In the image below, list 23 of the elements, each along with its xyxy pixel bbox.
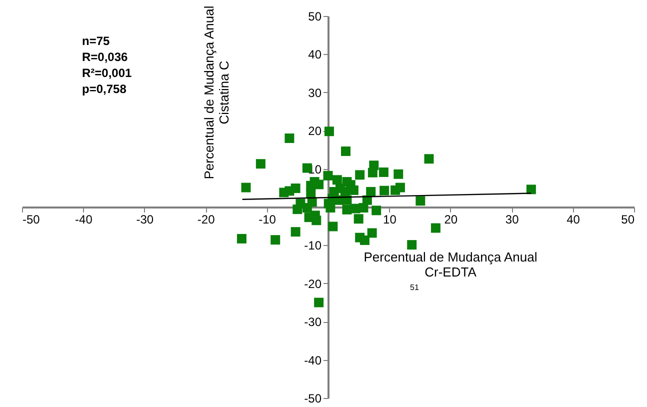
- x-tick-label: -20: [197, 212, 216, 226]
- y-tick-label: 50: [308, 10, 322, 24]
- y-tick-label: -40: [304, 353, 322, 368]
- x-tick-label: 20: [444, 212, 458, 226]
- x-tick-label: -10: [258, 212, 276, 226]
- x-axis-title: Percentual de Mudança Anual Cr-EDTA: [364, 250, 538, 280]
- x-tick-label: -30: [136, 212, 154, 226]
- x-tick-label: 50: [621, 212, 635, 226]
- y-tick-label: -10: [304, 238, 322, 253]
- y-tick-label: -30: [304, 315, 322, 330]
- x-tick-label: 10: [383, 212, 397, 226]
- annotation: n=75 R=0,036 R²=0,001 p=0,758: [82, 34, 132, 96]
- y-tick-label: 30: [308, 86, 322, 100]
- y-tick-label: 40: [308, 48, 322, 62]
- x-tick-label: -50: [22, 212, 40, 226]
- y-tick-label: -50: [304, 392, 322, 406]
- y-tick-label: -20: [304, 276, 322, 291]
- x-tick-label: -40: [75, 212, 93, 226]
- y-axis-title: Percentual de Mudança Anual Cistatina C: [202, 6, 232, 180]
- y-tick-label: 20: [308, 124, 322, 138]
- x-tick-label: 30: [505, 212, 520, 226]
- x-tick-label: 40: [566, 212, 580, 226]
- annotation: 51: [410, 283, 420, 292]
